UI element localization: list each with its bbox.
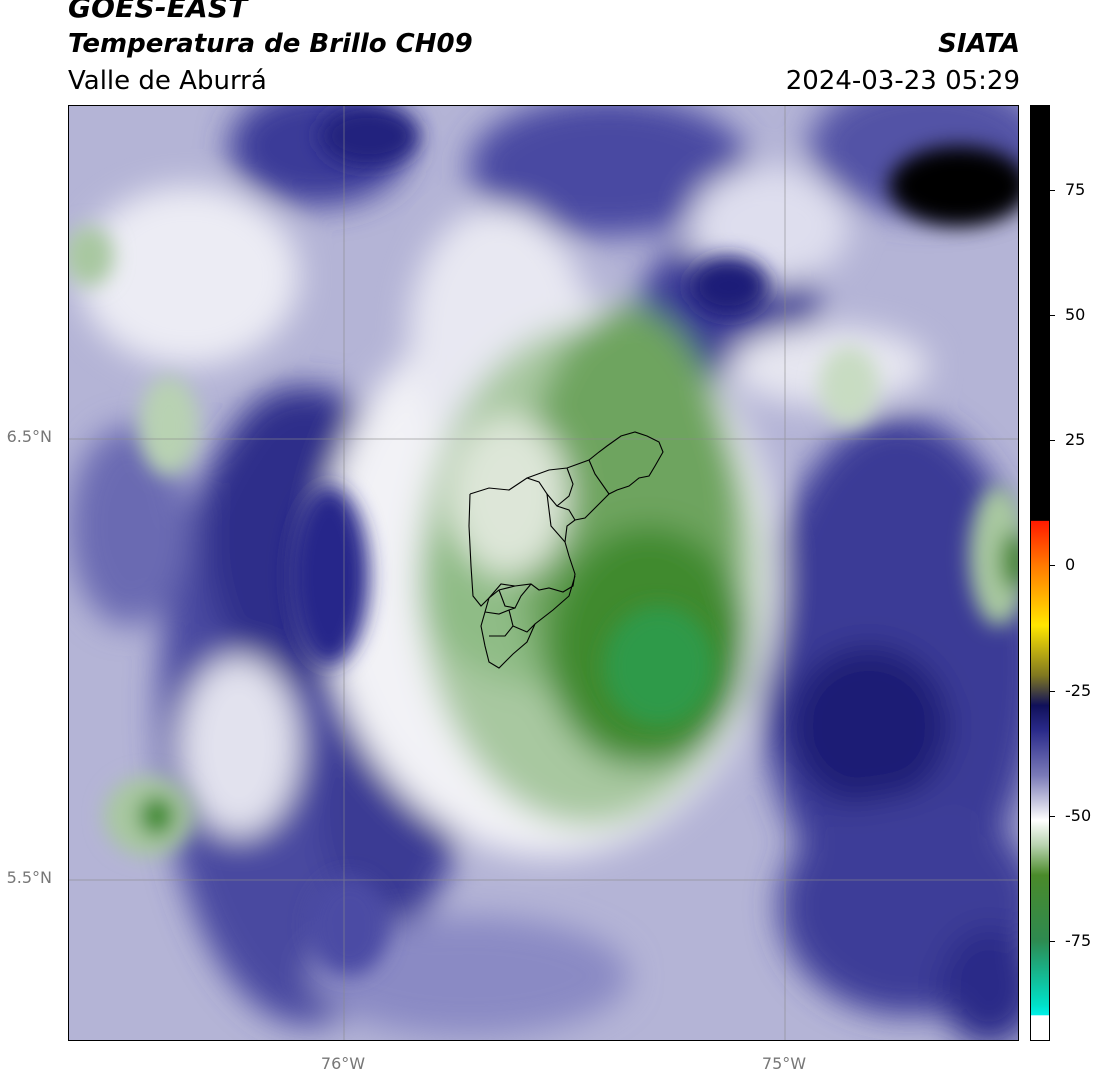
colorbar-tick — [1050, 815, 1055, 817]
colorbar-tick — [1050, 940, 1055, 942]
colorbar-tick-label: -50 — [1065, 805, 1092, 825]
colorbar-tick-label: 0 — [1065, 555, 1076, 575]
colorbar-tick — [1050, 190, 1055, 192]
colorbar-tick-label: -75 — [1065, 930, 1092, 950]
product-subtitle: Temperatura de Brillo CH09 — [68, 29, 473, 59]
colorbar-tick-label: -25 — [1065, 680, 1092, 700]
region-label: Valle de Aburrá — [68, 66, 267, 96]
satellite-map[interactable] — [68, 105, 1019, 1041]
product-title: GOES-EAST — [68, 0, 248, 24]
temperature-colorbar — [1030, 105, 1050, 1041]
colorbar-tick — [1050, 440, 1055, 442]
timestamp-label: 2024-03-23 05:29 — [785, 66, 1020, 96]
colorbar-tick-label: 25 — [1065, 430, 1086, 450]
organization-label: SIATA — [938, 29, 1020, 59]
colorbar-tick — [1050, 690, 1055, 692]
cloud-detail-layers — [69, 106, 1018, 976]
colorbar-tick — [1050, 315, 1055, 317]
municipal-boundaries — [468, 431, 664, 669]
map-canvas — [69, 106, 1018, 1040]
map-graticule — [69, 106, 1018, 1040]
lat-label-5-5n: 5.5°N — [6, 868, 52, 887]
colorbar-tick-label: 75 — [1065, 180, 1086, 200]
colorbar-tick-label: 50 — [1065, 305, 1086, 325]
colorbar-tick — [1050, 565, 1055, 567]
lat-label-6-5n: 6.5°N — [6, 427, 52, 446]
lon-label-75w: 75°W — [761, 1054, 807, 1073]
lon-label-76w: 76°W — [320, 1054, 366, 1073]
